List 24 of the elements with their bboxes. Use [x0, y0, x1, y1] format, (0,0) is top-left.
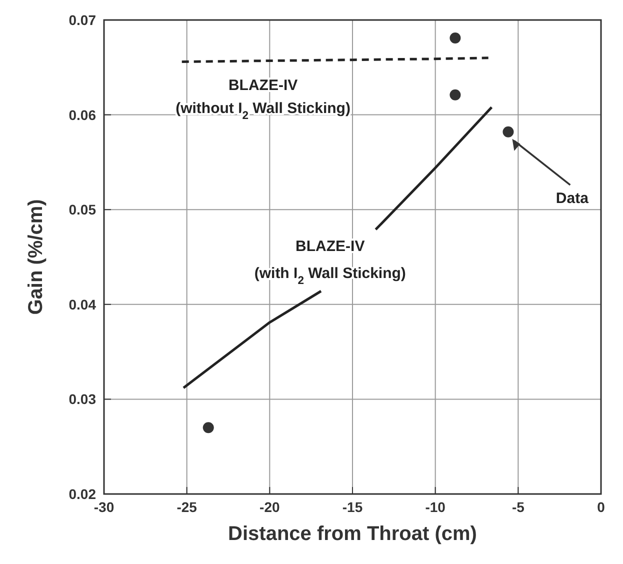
y-axis-title: Gain (%/cm) — [25, 199, 47, 315]
x-tick-label: -25 — [176, 499, 198, 515]
point — [502, 126, 514, 138]
x-tick-label: -15 — [342, 499, 363, 515]
annotation: BLAZE-IV — [228, 77, 298, 94]
point — [450, 32, 461, 44]
point — [202, 422, 214, 434]
x-tick-label: -20 — [260, 499, 280, 515]
annotation: Data — [556, 190, 590, 207]
annotation: BLAZE-IV — [296, 238, 365, 255]
y-tick-label: 0.03 — [68, 391, 96, 408]
y-tick-label: 0.06 — [68, 106, 96, 123]
y-tick-label: 0.04 — [68, 296, 96, 312]
x-tick-label: -10 — [425, 499, 446, 515]
annotation: (with I$_{2}$ Wall Sticking) — [254, 264, 406, 287]
y-tick-label: 0.07 — [68, 12, 96, 28]
y-tick-label: 0.05 — [68, 202, 96, 218]
point — [450, 89, 461, 100]
annotation: (without I$_{2}$ Wall Sticking) — [176, 100, 350, 122]
x-tick-label: -5 — [512, 499, 525, 515]
x-axis-title: Distance from Throat (cm) — [228, 523, 477, 545]
x-tick-label: -30 — [94, 499, 114, 515]
x-tick-label: 0 — [597, 499, 606, 515]
y-tick-label: 0.02 — [68, 486, 96, 502]
